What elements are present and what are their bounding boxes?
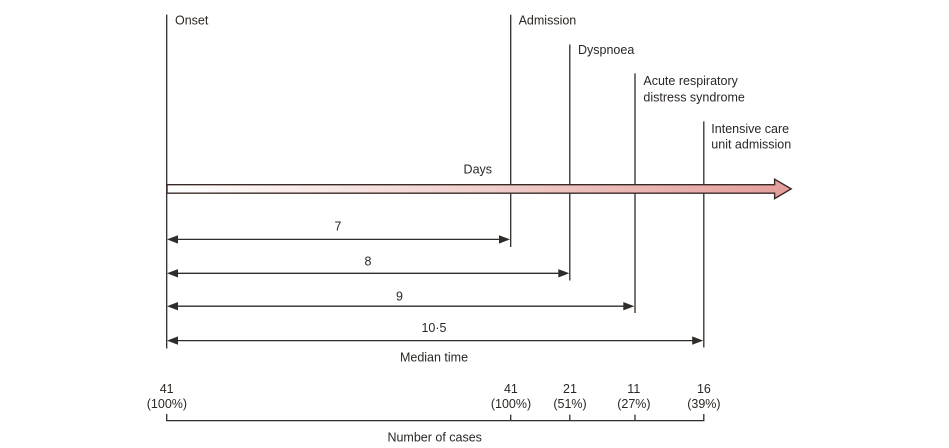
svg-text:21: 21: [563, 382, 577, 396]
svg-text:11: 11: [627, 382, 640, 396]
svg-text:unit admission: unit admission: [711, 138, 791, 152]
svg-text:(100%): (100%): [147, 397, 187, 411]
svg-text:Admission: Admission: [519, 14, 577, 28]
svg-text:9: 9: [396, 289, 403, 303]
svg-text:(51%): (51%): [553, 397, 586, 411]
svg-text:7: 7: [335, 220, 342, 234]
svg-text:(39%): (39%): [687, 397, 720, 411]
svg-text:41: 41: [160, 382, 174, 396]
svg-text:41: 41: [504, 382, 518, 396]
svg-text:Intensive care: Intensive care: [711, 122, 789, 136]
svg-text:(27%): (27%): [617, 397, 650, 411]
svg-text:Acute respiratory: Acute respiratory: [643, 74, 738, 88]
svg-text:16: 16: [697, 382, 711, 396]
svg-text:(100%): (100%): [491, 397, 531, 411]
svg-text:Days: Days: [464, 163, 492, 177]
svg-text:8: 8: [365, 255, 372, 269]
svg-text:Onset: Onset: [175, 14, 209, 28]
svg-text:Number of cases: Number of cases: [387, 431, 481, 445]
svg-text:Median time: Median time: [400, 350, 468, 364]
svg-text:Dyspnoea: Dyspnoea: [578, 43, 634, 57]
svg-text:distress syndrome: distress syndrome: [643, 90, 744, 104]
svg-text:10·5: 10·5: [421, 321, 446, 335]
